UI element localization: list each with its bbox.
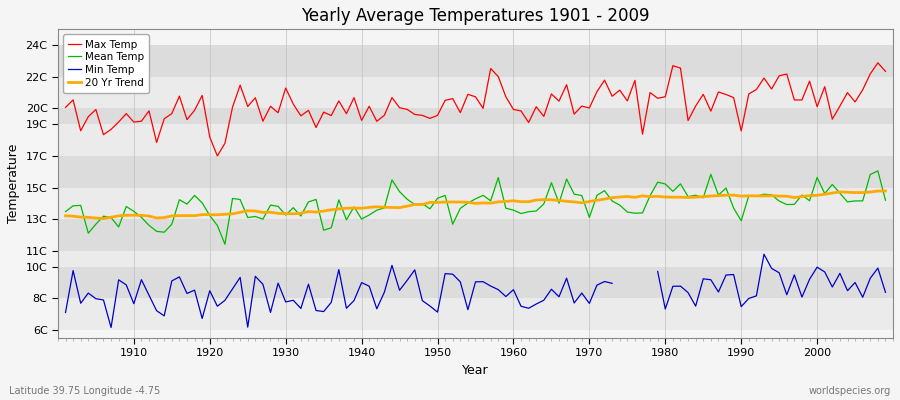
Bar	[58, 124, 893, 156]
Max Temp	[880, 69, 891, 74]
Mean Temp	[121, 204, 131, 209]
Mean Temp	[880, 198, 891, 203]
Min Temp	[500, 294, 511, 299]
Bar	[58, 267, 893, 298]
Bar	[58, 251, 893, 267]
Max Temp	[295, 114, 306, 118]
Min Temp	[508, 287, 518, 292]
Bar	[58, 298, 893, 330]
20 Yr Trend	[607, 195, 617, 200]
20 Yr Trend	[508, 198, 518, 203]
Line: Min Temp: Min Temp	[66, 254, 886, 328]
Max Temp	[508, 107, 518, 112]
Line: 20 Yr Trend: 20 Yr Trend	[66, 191, 886, 218]
Min Temp	[880, 290, 891, 295]
20 Yr Trend	[295, 211, 306, 216]
Line: Mean Temp: Mean Temp	[66, 171, 886, 244]
Bar	[58, 219, 893, 251]
Min Temp	[60, 310, 71, 315]
20 Yr Trend	[98, 216, 109, 221]
Bar	[58, 45, 893, 77]
Max Temp	[872, 60, 883, 65]
Legend: Max Temp, Mean Temp, Min Temp, 20 Yr Trend: Max Temp, Mean Temp, Min Temp, 20 Yr Tre…	[63, 34, 149, 93]
Mean Temp	[508, 208, 518, 212]
Mean Temp	[341, 218, 352, 222]
Bar	[58, 108, 893, 124]
Max Temp	[60, 105, 71, 110]
X-axis label: Year: Year	[463, 364, 489, 377]
Min Temp	[121, 282, 131, 287]
Y-axis label: Temperature: Temperature	[7, 144, 20, 223]
20 Yr Trend	[129, 213, 140, 218]
Mean Temp	[607, 199, 617, 204]
Line: Max Temp: Max Temp	[66, 63, 886, 156]
Mean Temp	[295, 214, 306, 218]
Bar	[58, 188, 893, 219]
Text: Latitude 39.75 Longitude -4.75: Latitude 39.75 Longitude -4.75	[9, 386, 160, 396]
Min Temp	[599, 279, 610, 284]
Max Temp	[121, 111, 131, 116]
Max Temp	[516, 108, 526, 113]
20 Yr Trend	[880, 188, 891, 193]
Mean Temp	[220, 242, 230, 247]
Min Temp	[333, 267, 344, 272]
Max Temp	[212, 154, 223, 158]
Title: Yearly Average Temperatures 1901 - 2009: Yearly Average Temperatures 1901 - 2009	[302, 7, 650, 25]
Mean Temp	[516, 211, 526, 216]
Mean Temp	[60, 209, 71, 214]
Mean Temp	[872, 168, 883, 173]
Bar	[58, 77, 893, 108]
20 Yr Trend	[341, 206, 352, 210]
Bar	[58, 156, 893, 188]
Min Temp	[288, 298, 299, 303]
20 Yr Trend	[516, 199, 526, 204]
20 Yr Trend	[60, 214, 71, 218]
Text: worldspecies.org: worldspecies.org	[809, 386, 891, 396]
Max Temp	[341, 111, 352, 116]
Max Temp	[607, 94, 617, 99]
